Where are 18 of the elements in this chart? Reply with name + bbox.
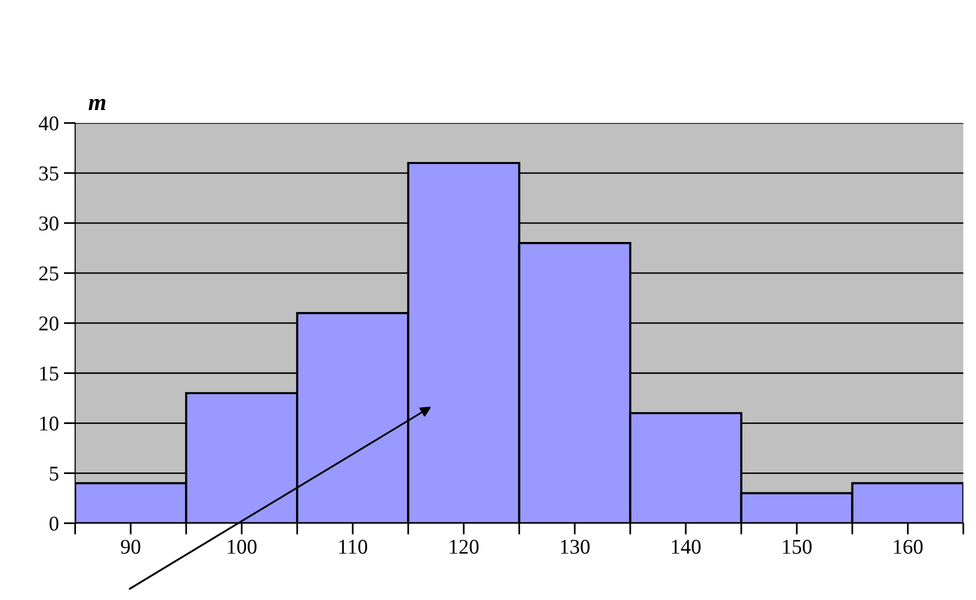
x-tick-label: 120: [450, 540, 479, 554]
x-tick-label: 130: [560, 540, 590, 554]
y-tick-label: 10: [40, 416, 58, 431]
x-tick-label: 160: [894, 540, 923, 554]
y-tick-label: 35: [39, 166, 58, 180]
y-tick-label: 30: [39, 216, 58, 230]
y-tick-label: 0: [50, 516, 58, 531]
x-tick-label: 100: [228, 540, 257, 554]
y-tick-label: 15: [40, 366, 58, 381]
x-tick-label: 110: [339, 540, 368, 554]
y-tick-label: 20: [39, 316, 58, 331]
y-tick-label: 25: [39, 266, 58, 281]
x-tick-label: 150: [782, 540, 812, 554]
y-axis-title: m: [88, 98, 106, 110]
y-tick-label: 40: [38, 116, 58, 130]
x-tick-label: 90: [120, 540, 140, 554]
x-tick-label: 140: [672, 540, 701, 554]
y-tick-label: 5: [50, 466, 58, 481]
